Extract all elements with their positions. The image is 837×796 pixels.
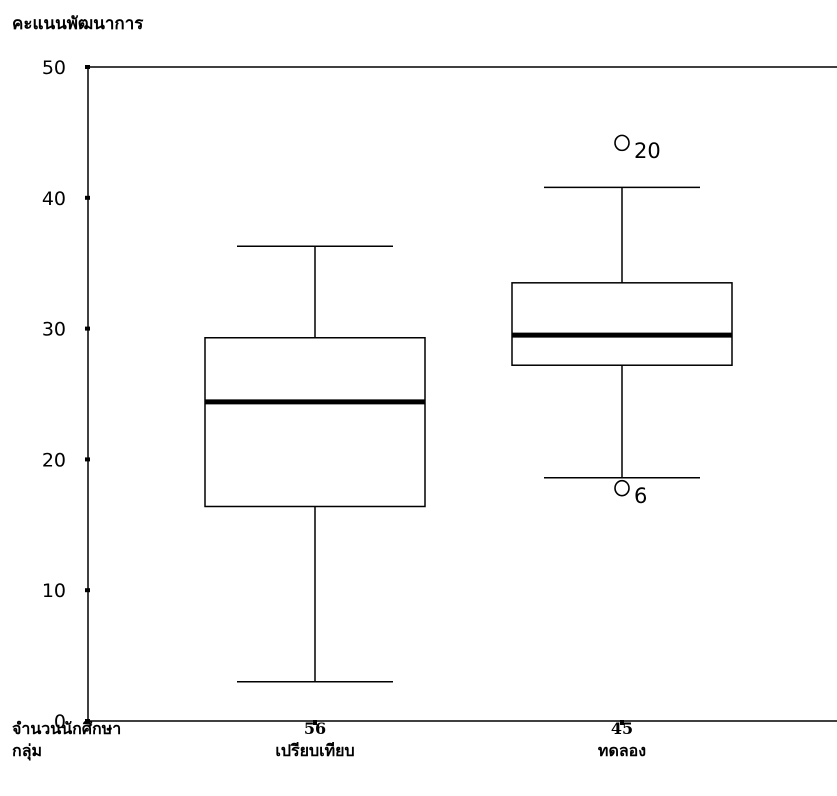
outlier-label: 6 [634, 484, 647, 508]
y-tick-label: 20 [42, 449, 66, 471]
x-tick-mark [313, 720, 317, 725]
outlier-marker [614, 479, 630, 497]
y-tick-mark [85, 326, 90, 331]
y-tick-mark [85, 195, 90, 200]
y-tick-label: 0 [54, 711, 66, 733]
y-tick-mark [85, 457, 90, 462]
group-row-label: กลุ่ม [12, 741, 43, 760]
y-tick-mark [85, 719, 90, 723]
y-tick-mark [85, 588, 90, 593]
group-2-name: ทดลอง [597, 741, 647, 760]
group-1-count: 56 [303, 719, 327, 738]
group-1-name: เปรียบเทียบ [275, 741, 355, 760]
y-tick-label: 40 [42, 188, 66, 210]
count-row-label: จำนวนนักศึกษา [12, 719, 122, 738]
group-2-count: 45 [610, 719, 634, 738]
outlier-marker [614, 134, 630, 152]
y-tick-label: 10 [42, 580, 66, 602]
y-tick-mark [85, 65, 90, 69]
y-tick-label: 50 [42, 57, 66, 79]
iqr-box [511, 282, 733, 366]
y-tick-label: 30 [42, 319, 66, 341]
iqr-box [204, 337, 426, 508]
x-tick-mark [620, 720, 624, 725]
outlier-label: 20 [634, 139, 661, 163]
y-axis-title: คะแนนพัฒนาการ [12, 14, 144, 34]
